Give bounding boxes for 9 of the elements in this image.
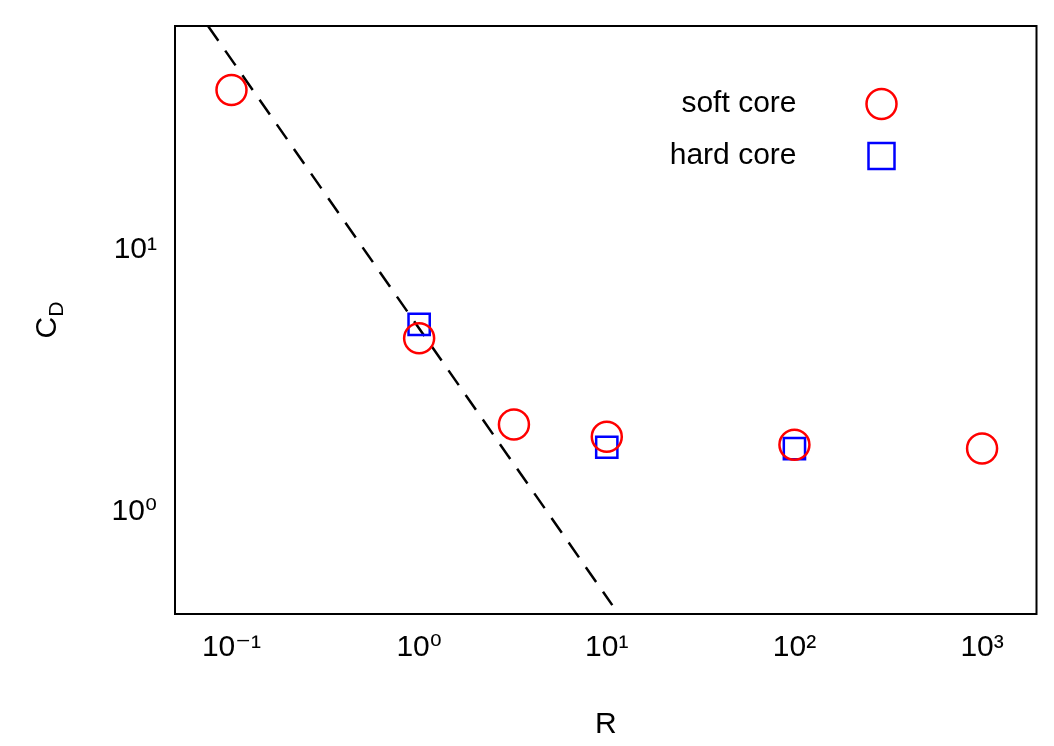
x-tick-label: 10⁻¹ (201, 629, 262, 663)
legend-label: soft core (681, 85, 797, 119)
x-tick-label: 10² (772, 629, 817, 663)
legend-label: hard core (669, 137, 797, 171)
x-tick-label: 10⁰ (396, 629, 442, 663)
x-axis-title: R (594, 706, 617, 740)
x-tick-label: 10¹ (585, 629, 629, 663)
x-tick-label: 10³ (960, 629, 1004, 663)
y-axis-title: CD (29, 301, 67, 339)
